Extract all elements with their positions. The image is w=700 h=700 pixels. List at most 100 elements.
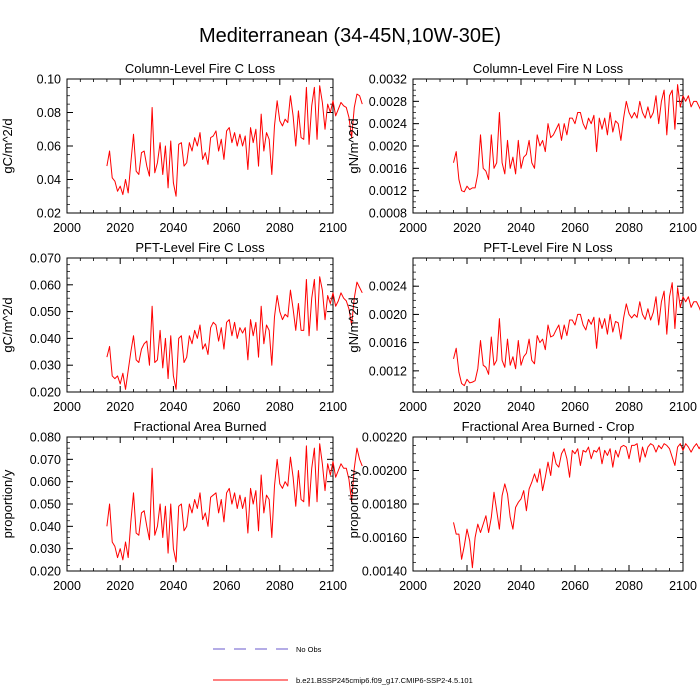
- x-tick-label: 2040: [159, 400, 187, 414]
- y-axis-label: gC/m^2/d: [0, 118, 15, 173]
- y-tick-label: 0.02: [37, 207, 61, 221]
- x-tick-label: 2000: [53, 400, 81, 414]
- x-tick-label: 2080: [615, 579, 643, 593]
- x-tick-label: 2100: [319, 221, 347, 235]
- y-axis-label: gN/m^2/d: [346, 297, 361, 352]
- plot-frame: [66, 436, 334, 572]
- y-tick-label: 0.060: [30, 475, 61, 489]
- panel-title: Fractional Area Burned: [134, 419, 267, 434]
- y-tick-label: 0.050: [30, 305, 61, 319]
- y-tick-label: 0.0016: [369, 336, 407, 350]
- x-tick-label: 2100: [669, 579, 697, 593]
- chart-panel: 2000 2020 2040 2060 2080 2100 0.020 0.030 0.040 0…: [0, 419, 363, 593]
- y-tick-label: 0.0032: [369, 73, 407, 87]
- y-axis-label: gC/m^2/d: [0, 297, 15, 352]
- y-tick-label: 0.050: [30, 498, 61, 512]
- chart-panel: 2000 2020 2040 2060 2080 2100 0.020 0.030 0.040 0…: [0, 240, 363, 414]
- x-tick-label: 2080: [615, 221, 643, 235]
- series-line: [106, 85, 363, 197]
- x-tick-label: 2040: [507, 400, 535, 414]
- series-line: [106, 443, 363, 563]
- y-tick-label: 0.0020: [369, 140, 407, 154]
- series-line: [453, 443, 700, 569]
- y-tick-label: 0.070: [30, 252, 61, 266]
- chart-panel: 2000 2020 2040 2060 2080 2100 0.0012 0.0016 0.00…: [346, 240, 700, 414]
- x-tick-label: 2020: [453, 579, 481, 593]
- x-tick-label: 2000: [399, 579, 427, 593]
- x-tick-label: 2040: [159, 579, 187, 593]
- legend-label-no-obs: No Obs: [296, 645, 322, 654]
- y-tick-label: 0.00200: [362, 464, 407, 478]
- y-axis-label: proportion/y: [346, 469, 361, 538]
- y-tick-label: 0.020: [30, 386, 61, 400]
- x-tick-label: 2040: [159, 221, 187, 235]
- panel-title: Fractional Area Burned - Crop: [462, 419, 635, 434]
- plot-frame: [412, 436, 684, 572]
- y-tick-label: 0.10: [37, 73, 61, 87]
- plot-frame: [412, 78, 684, 214]
- x-tick-label: 2000: [399, 400, 427, 414]
- chart-panel: 2000 2020 2040 2060 2080 2100 0.0008 0.0012 0.00…: [346, 61, 700, 235]
- y-tick-label: 0.00180: [362, 498, 407, 512]
- y-tick-label: 0.030: [30, 542, 61, 556]
- x-tick-label: 2060: [213, 221, 241, 235]
- y-tick-label: 0.0012: [369, 184, 407, 198]
- panel-title: Column-Level Fire N Loss: [473, 61, 624, 76]
- x-tick-label: 2060: [213, 400, 241, 414]
- plot-frame: [66, 78, 334, 214]
- y-tick-label: 0.040: [30, 520, 61, 534]
- x-tick-label: 2100: [669, 400, 697, 414]
- y-tick-label: 0.0008: [369, 207, 407, 221]
- x-tick-label: 2020: [106, 579, 134, 593]
- y-tick-label: 0.0028: [369, 95, 407, 109]
- x-tick-label: 2000: [399, 221, 427, 235]
- x-tick-label: 2060: [213, 579, 241, 593]
- y-tick-label: 0.00220: [362, 431, 407, 445]
- chart-panel: 2000 2020 2040 2060 2080 2100 0.02 0.04 0.06 0.08…: [0, 61, 363, 235]
- x-tick-label: 2000: [53, 221, 81, 235]
- legend: No Obs b.e21.BSSP245cmip6.f09_g17.CMIP6-S…: [213, 645, 473, 685]
- y-tick-label: 0.0016: [369, 162, 407, 176]
- y-tick-label: 0.06: [37, 140, 61, 154]
- x-tick-label: 2100: [319, 579, 347, 593]
- y-tick-label: 0.020: [30, 565, 61, 579]
- y-tick-label: 0.08: [37, 106, 61, 120]
- x-tick-label: 2040: [507, 579, 535, 593]
- y-tick-label: 0.0024: [369, 117, 407, 131]
- x-tick-label: 2080: [266, 400, 294, 414]
- y-tick-label: 0.030: [30, 359, 61, 373]
- x-tick-label: 2080: [615, 400, 643, 414]
- y-axis-label: proportion/y: [0, 469, 15, 538]
- series-line: [453, 84, 700, 193]
- x-tick-label: 2000: [53, 579, 81, 593]
- x-tick-label: 2080: [266, 221, 294, 235]
- y-tick-label: 0.04: [37, 173, 61, 187]
- x-tick-label: 2020: [453, 400, 481, 414]
- x-tick-label: 2020: [106, 400, 134, 414]
- panel-title: Column-Level Fire C Loss: [125, 61, 276, 76]
- y-tick-label: 0.040: [30, 332, 61, 346]
- y-tick-label: 0.070: [30, 453, 61, 467]
- y-tick-label: 0.00160: [362, 531, 407, 545]
- x-tick-label: 2020: [106, 221, 134, 235]
- x-tick-label: 2100: [669, 221, 697, 235]
- y-tick-label: 0.0024: [369, 280, 407, 294]
- series-line: [453, 282, 700, 387]
- y-tick-label: 0.00140: [362, 565, 407, 579]
- figure-title: Mediterranean (34-45N,10W-30E): [198, 25, 501, 47]
- x-tick-label: 2020: [453, 221, 481, 235]
- x-tick-label: 2060: [561, 221, 589, 235]
- chart-panel: 2000 2020 2040 2060 2080 2100 0.00140 0.00160 0.…: [346, 419, 700, 593]
- y-axis-label: gN/m^2/d: [346, 118, 361, 173]
- x-tick-label: 2080: [266, 579, 294, 593]
- panel-title: PFT-Level Fire N Loss: [483, 240, 613, 255]
- x-tick-label: 2060: [561, 400, 589, 414]
- y-tick-label: 0.0020: [369, 308, 407, 322]
- y-tick-label: 0.080: [30, 431, 61, 445]
- x-tick-label: 2100: [319, 400, 347, 414]
- legend-label-run: b.e21.BSSP245cmip6.f09_g17.CMIP6-SSP2-4.…: [296, 676, 473, 685]
- y-tick-label: 0.0012: [369, 364, 407, 378]
- panel-title: PFT-Level Fire C Loss: [135, 240, 265, 255]
